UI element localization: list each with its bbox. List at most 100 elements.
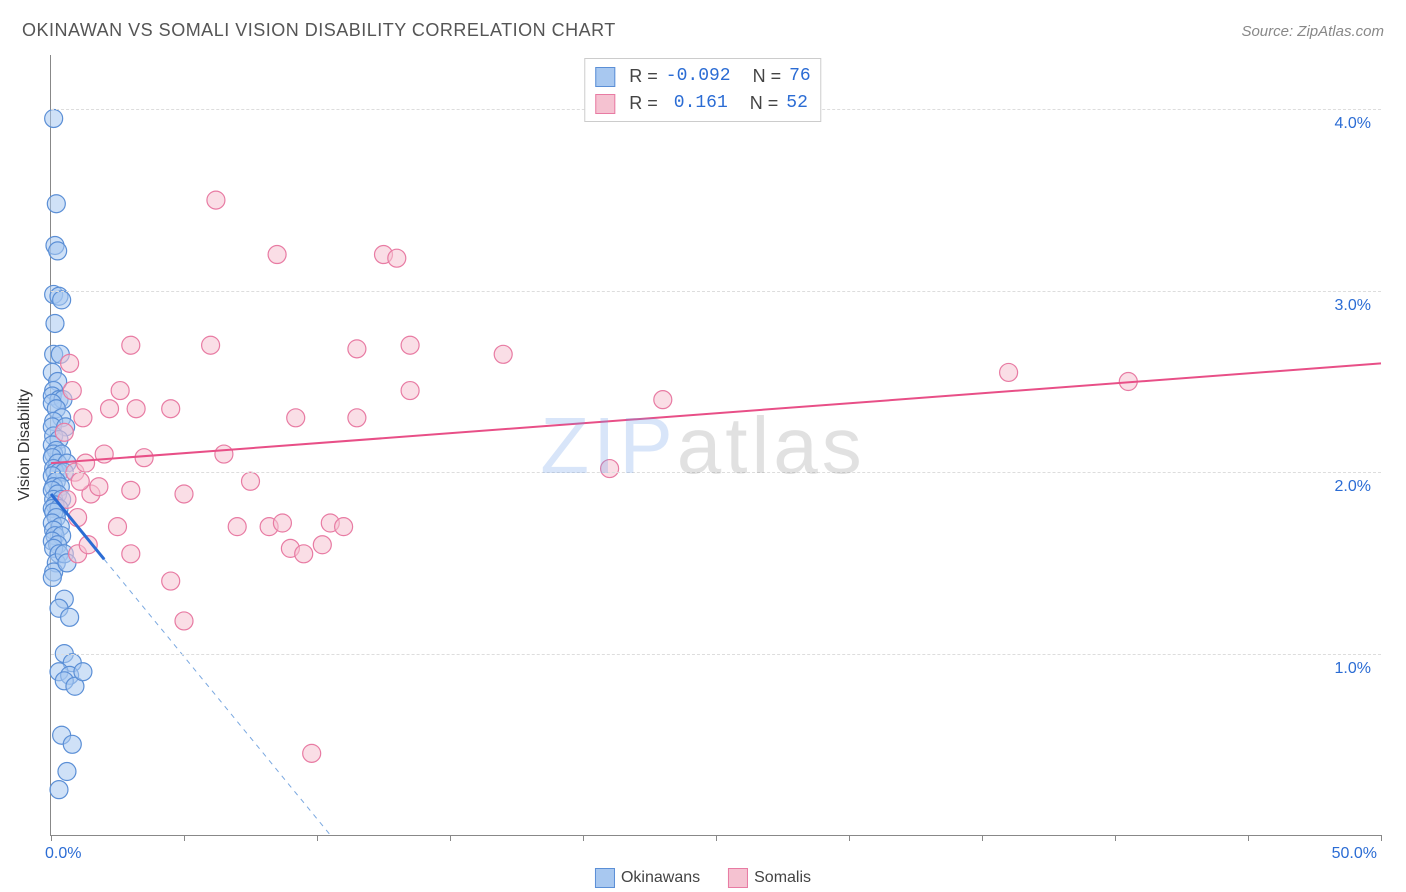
data-point [207, 191, 225, 209]
data-point [50, 781, 68, 799]
y-axis-label-container: Vision Disability [10, 55, 40, 835]
data-point [401, 382, 419, 400]
data-point [494, 345, 512, 363]
data-point [122, 336, 140, 354]
legend-n-label: N = [750, 90, 779, 117]
data-point [162, 400, 180, 418]
y-tick-label: 3.0% [1335, 297, 1371, 315]
source-label: Source: ZipAtlas.com [1241, 23, 1384, 40]
data-point [1000, 363, 1018, 381]
plot-area: 1.0%2.0%3.0%4.0%0.0%50.0% [50, 55, 1381, 836]
legend-r-label: R = [629, 63, 658, 90]
data-point [63, 382, 81, 400]
x-tick-label: 50.0% [1332, 845, 1377, 863]
x-tick [1248, 835, 1249, 841]
data-point [47, 195, 65, 213]
x-tick [317, 835, 318, 841]
y-axis-label: Vision Disability [16, 389, 34, 501]
data-point [55, 423, 73, 441]
data-point [348, 340, 366, 358]
data-point [63, 735, 81, 753]
data-point [58, 763, 76, 781]
legend-r-label: R = [629, 90, 658, 117]
data-point [202, 336, 220, 354]
data-point [111, 382, 129, 400]
data-point [401, 336, 419, 354]
y-tick-label: 1.0% [1335, 660, 1371, 678]
x-tick-label: 0.0% [45, 845, 81, 863]
gridline-h [51, 472, 1381, 473]
data-point [61, 354, 79, 372]
x-tick [51, 835, 52, 841]
legend-n-value: 52 [786, 90, 808, 117]
y-tick-label: 4.0% [1335, 115, 1371, 133]
data-point [71, 472, 89, 490]
data-point [175, 485, 193, 503]
x-tick [982, 835, 983, 841]
data-point [74, 409, 92, 427]
header: OKINAWAN VS SOMALI VISION DISABILITY COR… [22, 20, 1384, 41]
data-point [242, 472, 260, 490]
data-point [135, 449, 153, 467]
trend-line [51, 363, 1381, 463]
data-point [122, 481, 140, 499]
legend-r-value: 0.161 [666, 90, 728, 117]
correlation-legend-row: R = 0.161 N = 52 [595, 90, 810, 117]
gridline-h [51, 291, 1381, 292]
series-legend-item: Okinawans [595, 868, 700, 888]
legend-swatch [595, 868, 615, 888]
data-point [122, 545, 140, 563]
data-point [313, 536, 331, 554]
gridline-h [51, 654, 1381, 655]
data-point [175, 612, 193, 630]
legend-swatch [595, 67, 615, 87]
data-point [303, 744, 321, 762]
x-tick [1115, 835, 1116, 841]
data-point [61, 608, 79, 626]
series-legend-item: Somalis [728, 868, 811, 888]
x-tick [583, 835, 584, 841]
y-tick-label: 2.0% [1335, 478, 1371, 496]
data-point [77, 454, 95, 472]
legend-n-value: 76 [789, 63, 811, 90]
data-point [601, 460, 619, 478]
data-point [348, 409, 366, 427]
chart-title: OKINAWAN VS SOMALI VISION DISABILITY COR… [22, 20, 616, 41]
legend-r-value: -0.092 [666, 63, 731, 90]
legend-n-label: N = [753, 63, 782, 90]
data-point [101, 400, 119, 418]
data-point [287, 409, 305, 427]
correlation-legend-row: R = -0.092 N = 76 [595, 63, 810, 90]
series-legend-label: Somalis [754, 869, 811, 886]
data-point [74, 663, 92, 681]
data-point [388, 249, 406, 267]
data-point [90, 478, 108, 496]
trend-line-ext [104, 559, 330, 835]
scatter-svg [51, 55, 1381, 835]
data-point [295, 545, 313, 563]
data-point [654, 391, 672, 409]
x-tick [849, 835, 850, 841]
data-point [215, 445, 233, 463]
data-point [49, 242, 67, 260]
x-tick [716, 835, 717, 841]
data-point [273, 514, 291, 532]
correlation-legend: R = -0.092 N = 76 R = 0.161 N = 52 [584, 58, 821, 122]
legend-swatch [595, 94, 615, 114]
x-tick [450, 835, 451, 841]
data-point [43, 568, 61, 586]
data-point [127, 400, 145, 418]
data-point [53, 291, 71, 309]
data-point [335, 518, 353, 536]
data-point [46, 314, 64, 332]
data-point [228, 518, 246, 536]
data-point [162, 572, 180, 590]
legend-swatch [728, 868, 748, 888]
x-tick [1381, 835, 1382, 841]
x-tick [184, 835, 185, 841]
data-point [109, 518, 127, 536]
series-legend: Okinawans Somalis [595, 868, 811, 888]
series-legend-label: Okinawans [621, 869, 700, 886]
data-point [45, 109, 63, 127]
data-point [268, 246, 286, 264]
